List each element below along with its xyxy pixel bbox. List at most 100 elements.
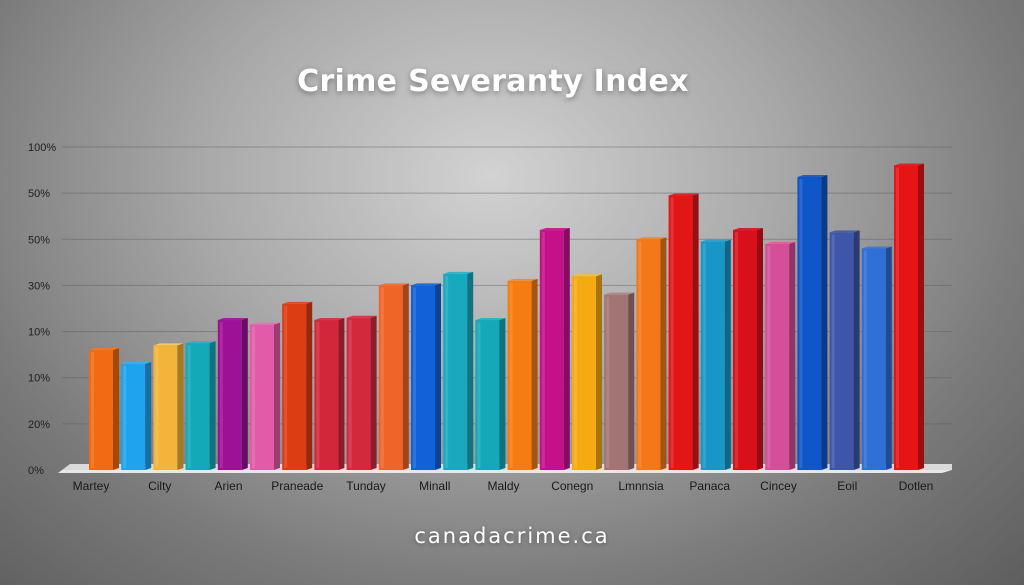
bar [314, 318, 345, 470]
bar-side [370, 315, 377, 470]
bar-side [467, 271, 474, 470]
bar-top [89, 348, 119, 351]
bar-side [531, 278, 538, 470]
bar-highlight [123, 365, 127, 468]
y-tick-label: 50% [28, 234, 50, 246]
y-tick-label: 50% [28, 188, 50, 200]
bar-top [250, 322, 280, 325]
bar-highlight [509, 282, 513, 468]
bar-top [765, 241, 796, 244]
bar [153, 343, 184, 470]
bar-side [435, 283, 441, 470]
y-tick-label: 100% [28, 142, 56, 154]
bar-top [443, 271, 474, 274]
bar-top [507, 278, 538, 281]
bar [217, 318, 248, 470]
bar-front [765, 243, 790, 470]
bar-highlight [896, 167, 899, 468]
chart-floor [58, 470, 952, 473]
bar-front [346, 317, 371, 470]
bar [636, 237, 667, 470]
bar-front [475, 320, 500, 470]
bar [250, 322, 280, 470]
bar-highlight [348, 319, 352, 468]
bar-front [861, 248, 886, 470]
bar-front [121, 363, 146, 470]
bar-top [185, 341, 216, 344]
bar [507, 278, 538, 470]
x-category-label: Lmnnsia [618, 479, 664, 493]
bar-top [217, 318, 248, 321]
bar-highlight [284, 305, 288, 468]
bar-highlight [799, 178, 803, 468]
bar [700, 239, 731, 470]
bar-highlight [187, 345, 191, 468]
bar [539, 228, 570, 470]
bar-highlight [574, 278, 577, 468]
bar [411, 283, 441, 470]
y-tick-label: 20% [28, 419, 50, 431]
bars [89, 163, 924, 470]
bar-top [378, 283, 409, 286]
x-category-label: Panaca [689, 479, 730, 493]
bar-front [733, 230, 757, 470]
bar-front [668, 195, 693, 470]
x-category-label: Minall [419, 479, 450, 493]
bar-front [217, 320, 242, 470]
bar [765, 241, 796, 470]
bar-top [282, 301, 313, 304]
bar-highlight [316, 322, 320, 468]
bar [797, 174, 828, 470]
bar-top [411, 283, 441, 286]
bar-front [604, 294, 629, 470]
bar-top [700, 239, 731, 242]
bar-highlight [252, 326, 255, 468]
bar-top [604, 292, 635, 295]
bar-side [402, 283, 409, 470]
bar-side [563, 228, 570, 470]
chart-title: Crime Severanty Index [297, 64, 689, 99]
bar-front [894, 165, 918, 470]
bar-highlight [445, 275, 449, 468]
bar-side [660, 237, 667, 470]
bar-front [700, 241, 725, 470]
bar [475, 318, 506, 470]
bar-highlight [863, 250, 867, 468]
bar-front [572, 276, 596, 470]
bar [346, 315, 377, 470]
bar-top [861, 246, 892, 249]
bar [829, 230, 860, 470]
bar-side [241, 318, 248, 470]
bar-side [306, 301, 313, 470]
bar-side [918, 163, 924, 470]
bar [668, 193, 699, 470]
x-category-label: Arien [214, 479, 242, 493]
bar-side [338, 318, 345, 470]
bar-top [829, 230, 860, 233]
bar-highlight [702, 243, 706, 468]
bar-top [346, 315, 377, 318]
bar-top [797, 174, 828, 177]
bar-highlight [413, 287, 416, 468]
bar-highlight [477, 322, 481, 468]
bar-front [539, 230, 564, 470]
bar-top [636, 237, 667, 240]
bar [733, 228, 763, 470]
bar-top [153, 343, 184, 346]
bar-top [539, 228, 570, 231]
x-category-label: Cilty [148, 479, 171, 493]
bar-highlight [541, 232, 545, 468]
bar-side [885, 246, 892, 470]
bar-front [829, 232, 854, 470]
bar-highlight [380, 287, 384, 468]
bar-side [757, 228, 763, 470]
bar-highlight [831, 234, 835, 468]
x-category-label: Cincey [760, 479, 797, 493]
y-tick-label: 30% [28, 280, 50, 292]
bar-front [314, 320, 339, 470]
x-category-label: Eoil [837, 479, 857, 493]
x-category-label: Maldy [487, 479, 519, 493]
bar-side [499, 318, 506, 470]
bar [121, 361, 152, 470]
